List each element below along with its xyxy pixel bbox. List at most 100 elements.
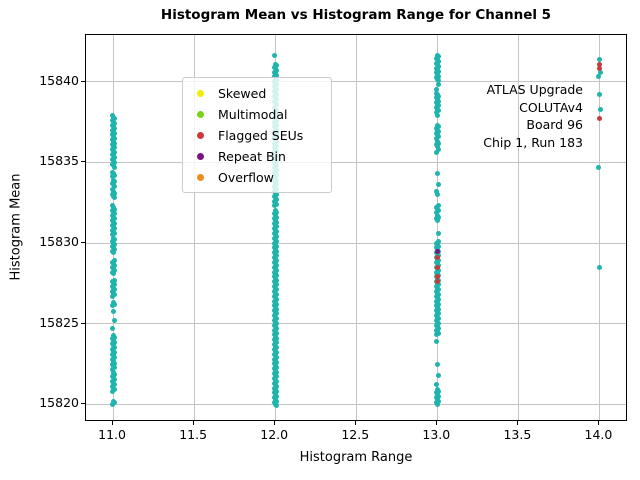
annotation-line: Board 96 (526, 117, 583, 132)
scatter-point (434, 362, 440, 368)
anomaly-point (596, 65, 602, 71)
scatter-point (433, 87, 439, 93)
y-tick-label: 15830 (39, 234, 79, 249)
gridline-horizontal (86, 161, 626, 163)
legend-label: Multimodal (218, 107, 288, 122)
gridline-vertical (598, 35, 600, 420)
scatter-point (110, 309, 116, 315)
annotation-line: COLUTAv4 (519, 99, 583, 115)
anomaly-point (596, 115, 602, 121)
scatter-point (111, 195, 117, 201)
legend-marker-icon (197, 90, 204, 97)
legend-marker-icon (197, 111, 204, 118)
anomaly-point (596, 62, 602, 68)
scatter-point (111, 317, 117, 323)
legend-label: Skewed (218, 86, 267, 101)
legend-label: Overflow (218, 170, 274, 185)
gridline-vertical (517, 35, 519, 420)
scatter-point (109, 232, 115, 238)
scatter-point (433, 135, 439, 141)
scatter-point (597, 106, 603, 112)
x-tick-mark (274, 421, 276, 425)
y-tick-label: 15825 (39, 314, 79, 330)
gridline-horizontal (86, 403, 626, 405)
scatter-point (433, 209, 439, 215)
scatter-point (109, 367, 115, 373)
x-tick-label: 14.0 (584, 427, 613, 442)
legend-item: Flagged SEUs (183, 125, 331, 146)
gridline-horizontal (86, 81, 626, 83)
y-tick-label: 15835 (39, 153, 79, 169)
scatter-point (435, 182, 441, 188)
scatter-point (596, 56, 602, 62)
scatter-point (595, 73, 601, 79)
scatter-point (435, 82, 441, 88)
scatter-point (111, 164, 117, 170)
scatter-point (271, 203, 277, 209)
legend-marker-icon (197, 132, 204, 139)
gridline-horizontal (86, 242, 626, 244)
anomaly-point (434, 255, 440, 261)
gridline-vertical (193, 35, 195, 420)
chart-title: Histogram Mean vs Histogram Range for Ch… (160, 7, 552, 23)
x-tick-mark (436, 421, 438, 425)
annotation-line: Chip 1, Run 183 (483, 134, 583, 150)
scatter-point (595, 164, 601, 170)
x-tick-label: 12.5 (341, 427, 370, 442)
x-tick-label: 11.0 (98, 427, 126, 442)
legend-item: Multimodal (183, 104, 331, 125)
legend-marker-icon (197, 174, 204, 181)
scatter-point (435, 230, 441, 236)
y-tick-mark (81, 80, 85, 82)
scatter-point (434, 143, 440, 149)
x-tick-label: 11.5 (179, 427, 208, 442)
scatter-point (433, 109, 439, 115)
annotation-line: ATLAS Upgrade (486, 82, 583, 97)
scatter-point (109, 401, 115, 407)
y-tick-mark (81, 322, 85, 324)
y-tick-label: 15840 (39, 72, 79, 88)
scatter-point (596, 264, 602, 270)
scatter-point (109, 303, 115, 309)
scatter-point (433, 332, 439, 338)
scatter-point (110, 271, 116, 277)
y-tick-label: 15820 (39, 395, 79, 411)
scatter-point (433, 381, 439, 387)
y-axis-label: Histogram Mean (8, 173, 24, 281)
scatter-point (109, 325, 115, 331)
x-tick-label: 13.5 (503, 427, 532, 442)
x-axis-label: Histogram Range (299, 450, 413, 465)
legend-item: Skewed (183, 83, 331, 104)
legend-label: Flagged SEUs (218, 128, 304, 143)
x-tick-mark (355, 421, 357, 425)
scatter-point (596, 92, 602, 98)
anomaly-point (434, 274, 440, 280)
x-tick-mark (193, 421, 195, 425)
gridline-vertical (355, 35, 357, 420)
scatter-point (435, 146, 441, 152)
gridline-horizontal (86, 323, 626, 325)
x-tick-mark (517, 421, 519, 425)
legend-item: Repeat Bin (183, 146, 331, 167)
scatter-point (109, 293, 115, 299)
x-tick-mark (112, 421, 114, 425)
scatter-point (434, 171, 440, 177)
scatter-point (109, 174, 115, 180)
anomaly-point (434, 249, 440, 255)
scatter-point (434, 192, 440, 198)
plot-area: Skewed Multimodal Flagged SEUs Repeat Bin Ov… (85, 34, 627, 421)
scatter-point (434, 113, 440, 119)
scatter-point (110, 250, 116, 256)
scatter-point (433, 338, 439, 344)
x-tick-mark (598, 421, 600, 425)
anomaly-point (434, 264, 440, 270)
scatter-point (111, 184, 117, 190)
x-tick-label: 12.0 (260, 427, 289, 442)
gridline-vertical (436, 35, 438, 420)
y-tick-mark (81, 242, 85, 243)
scatter-point (433, 188, 439, 194)
legend: Skewed Multimodal Flagged SEUs Repeat Bin Ov… (182, 77, 332, 193)
y-tick-mark (81, 161, 85, 163)
scatter-point (273, 403, 279, 409)
